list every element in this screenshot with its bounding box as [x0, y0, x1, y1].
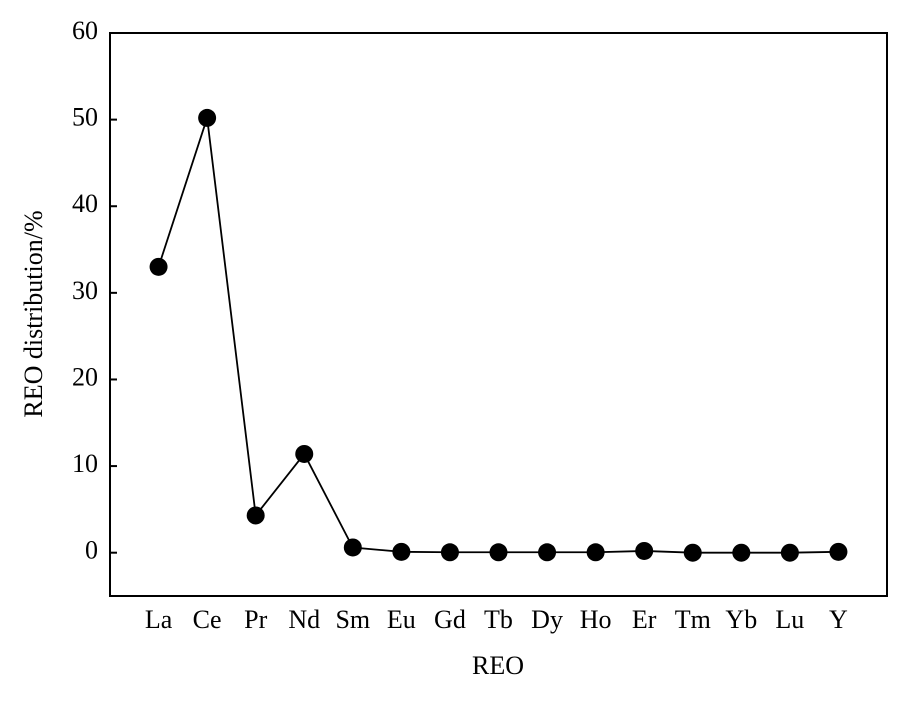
- x-tick-label: La: [145, 605, 173, 634]
- data-point: [246, 506, 265, 525]
- data-point: [683, 543, 702, 562]
- x-tick-label: Yb: [725, 605, 757, 634]
- data-point: [829, 542, 848, 561]
- data-point: [732, 543, 751, 562]
- x-tick-label: Dy: [531, 605, 563, 634]
- x-axis-label: REO: [472, 651, 524, 680]
- data-point: [780, 543, 799, 562]
- x-tick-label: Ho: [580, 605, 612, 634]
- data-point: [440, 543, 459, 562]
- plot-frame: [109, 32, 888, 597]
- y-tick-label: 50: [72, 103, 98, 132]
- y-tick-label: 60: [72, 16, 98, 45]
- data-point: [635, 541, 654, 560]
- x-tick-label: Gd: [434, 605, 466, 634]
- x-tick-label: Er: [632, 605, 657, 634]
- data-point: [392, 542, 411, 561]
- x-tick-label: Nd: [288, 605, 320, 634]
- y-axis-label: REO distribution/%: [19, 210, 48, 417]
- x-tick-label: Pr: [244, 605, 267, 634]
- data-point: [198, 108, 217, 127]
- y-tick-label: 0: [85, 536, 98, 565]
- data-point: [586, 543, 605, 562]
- data-point: [295, 444, 314, 463]
- data-line: [157, 117, 839, 554]
- x-tick-label: Eu: [387, 605, 416, 634]
- y-tick-label: 20: [72, 362, 98, 391]
- data-point: [489, 543, 508, 562]
- y-tick-label: 10: [72, 449, 98, 478]
- data-point: [149, 257, 168, 276]
- data-point: [538, 543, 557, 562]
- x-tick-label: Tb: [484, 605, 513, 634]
- x-tick-label: Ce: [193, 605, 222, 634]
- y-tick-label: 40: [72, 189, 98, 218]
- x-tick-label: Tm: [675, 605, 711, 634]
- y-tick-label: 30: [72, 276, 98, 305]
- x-tick-label: Sm: [335, 605, 370, 634]
- x-tick-label: Lu: [775, 605, 804, 634]
- x-tick-label: Y: [829, 605, 848, 634]
- data-point: [343, 538, 362, 557]
